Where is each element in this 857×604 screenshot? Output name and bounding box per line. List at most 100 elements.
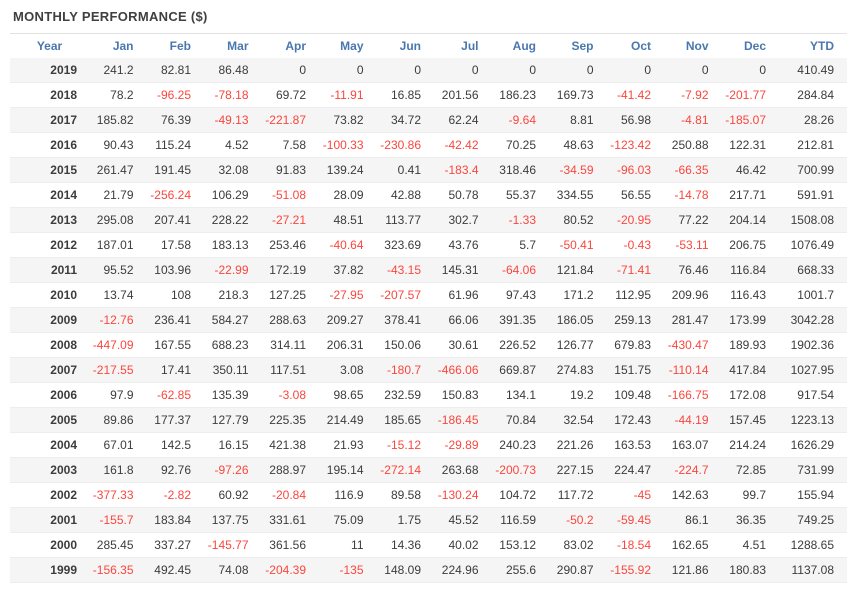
value-cell: 4.52 [204,132,262,158]
value-cell: 37.82 [319,257,377,283]
monthly-performance-table: Year Jan Feb Mar Apr May Jun Jul Aug Sep… [10,34,847,583]
col-header-may: May [340,39,364,53]
value-cell: -447.09 [89,332,147,358]
value-cell: 679.83 [606,332,664,358]
value-cell: 76.46 [664,257,722,283]
ytd-cell: 155.94 [779,482,847,508]
col-header-aug: Aug [512,39,536,53]
value-cell: 172.08 [721,382,779,408]
value-cell: 16.15 [204,432,262,458]
table-row: 2006 97.9 -62.85 135.39 -3.08 98.65 232.59 150.… [10,382,847,408]
ytd-cell: 212.81 [779,132,847,158]
value-cell: 116.43 [721,282,779,308]
ytd-cell: 668.33 [779,257,847,283]
value-cell: 288.63 [261,307,319,333]
value-cell: 14.36 [376,532,434,558]
value-cell: 48.63 [549,132,607,158]
value-cell: 151.75 [606,357,664,383]
value-cell: 122.31 [721,132,779,158]
value-cell: -34.59 [549,157,607,183]
col-header-mar: Mar [227,39,249,53]
value-cell: 253.46 [261,232,319,258]
ytd-cell: 1137.08 [779,557,847,583]
value-cell: 0 [261,58,319,83]
value-cell: -145.77 [204,532,262,558]
value-cell: 98.65 [319,382,377,408]
value-cell: -256.24 [146,182,204,208]
value-cell: 70.25 [491,132,549,158]
col-header-ytd: YTD [810,39,834,53]
value-cell: -377.33 [89,482,147,508]
value-cell: 378.41 [376,307,434,333]
value-cell: 42.88 [376,182,434,208]
value-cell: -466.06 [434,357,492,383]
value-cell: -41.42 [606,82,664,108]
value-cell: -9.64 [491,107,549,133]
year-cell: 2001 [10,507,89,533]
value-cell: 78.2 [89,82,147,108]
value-cell: -42.42 [434,132,492,158]
table-row: 2010 13.74 108 218.3 127.25 -27.95 -207.57 61.9… [10,282,847,308]
value-cell: 171.2 [549,282,607,308]
value-cell: 350.11 [204,357,262,383]
value-cell: -201.77 [721,82,779,108]
value-cell: 113.77 [376,207,434,233]
year-cell: 2002 [10,482,89,508]
value-cell: 240.23 [491,432,549,458]
value-cell: -224.7 [664,457,722,483]
value-cell: 421.38 [261,432,319,458]
value-cell: -123.42 [606,132,664,158]
value-cell: 281.47 [664,307,722,333]
value-cell: 157.45 [721,407,779,433]
value-cell: 56.98 [606,107,664,133]
value-cell: -53.11 [664,232,722,258]
value-cell: 134.1 [491,382,549,408]
value-cell: 227.15 [549,457,607,483]
ytd-cell: 917.54 [779,382,847,408]
value-cell: 186.05 [549,307,607,333]
value-cell: 117.51 [261,357,319,383]
value-cell: 669.87 [491,357,549,383]
year-cell: 2019 [10,58,89,83]
value-cell: 183.13 [204,232,262,258]
ytd-cell: 28.26 [779,107,847,133]
value-cell: 116.84 [721,257,779,283]
value-cell: 50.78 [434,182,492,208]
value-cell: 0 [606,58,664,83]
value-cell: 255.6 [491,557,549,583]
value-cell: 259.13 [606,307,664,333]
table-row: 2014 21.79 -256.24 106.29 -51.08 28.09 42.88 50… [10,182,847,208]
value-cell: 274.83 [549,357,607,383]
value-cell: 90.43 [89,132,147,158]
ytd-cell: 3042.28 [779,307,847,333]
value-cell: 8.81 [549,107,607,133]
table-body: 2019 241.2 82.81 86.48 0 0 0 0 0 0 0 0 0 410.49 2018 78… [10,58,847,583]
value-cell: 17.58 [146,232,204,258]
value-cell: 56.55 [606,182,664,208]
value-cell: 334.55 [549,182,607,208]
value-cell: 163.07 [664,432,722,458]
value-cell: 135.39 [204,382,262,408]
value-cell: 62.24 [434,107,492,133]
ytd-cell: 591.91 [779,182,847,208]
value-cell: 167.55 [146,332,204,358]
value-cell: 224.96 [434,557,492,583]
table-row: 2015 261.47 191.45 32.08 91.83 139.24 0.41 -183… [10,157,847,183]
table-row: 2005 89.86 177.37 127.79 225.35 214.49 185.65-… [10,407,847,433]
year-cell: 2017 [10,107,89,133]
ytd-cell: 1223.13 [779,407,847,433]
value-cell: 80.52 [549,207,607,233]
value-cell: -78.18 [204,82,262,108]
value-cell: 116.9 [319,482,377,508]
table-row: 2002 -377.33 -2.82 60.92 -20.84 116.9 89.58 -13… [10,482,847,508]
value-cell: 189.93 [721,332,779,358]
value-cell: -50.2 [549,507,607,533]
value-cell: 584.27 [204,307,262,333]
table-row: 2012 187.01 17.58 183.13 253.46 -40.64 323.69 4… [10,232,847,258]
value-cell: 32.54 [549,407,607,433]
value-cell: -430.47 [664,332,722,358]
col-header-apr: Apr [285,39,306,53]
value-cell: 97.43 [491,282,549,308]
value-cell: 186.23 [491,82,549,108]
value-cell: 46.42 [721,157,779,183]
